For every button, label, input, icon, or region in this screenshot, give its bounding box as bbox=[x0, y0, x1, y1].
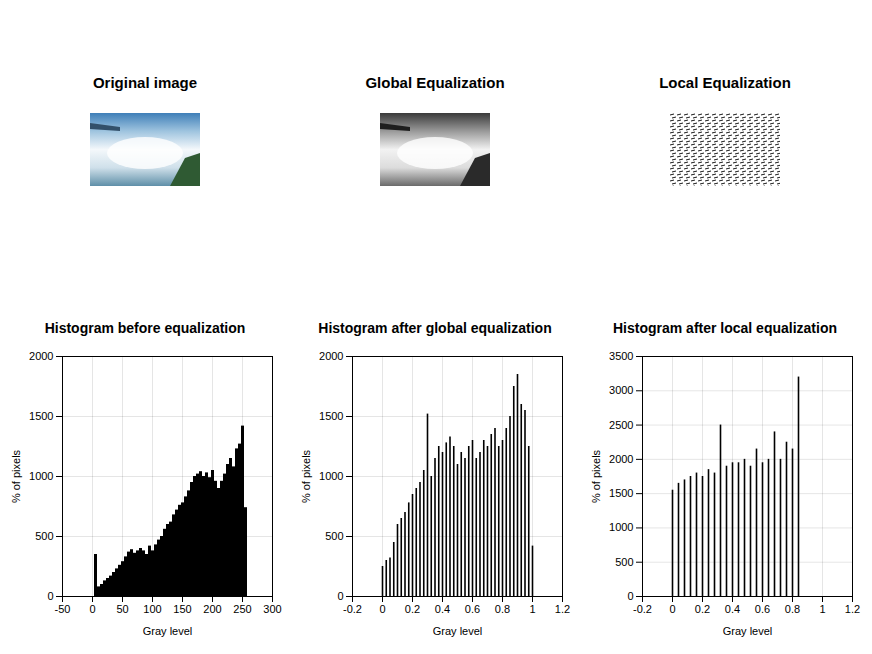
svg-text:0.6: 0.6 bbox=[755, 603, 770, 615]
svg-text:Gray level: Gray level bbox=[433, 625, 483, 637]
html-text:Global Equalization: Global Equalization bbox=[365, 74, 505, 91]
svg-text:Gray level: Gray level bbox=[143, 625, 193, 637]
svg-text:100: 100 bbox=[143, 603, 161, 615]
svg-text:0.6: 0.6 bbox=[465, 603, 480, 615]
html-text:Histogram after local equaliza: Histogram after local equalization bbox=[613, 320, 837, 336]
svg-text:1.2: 1.2 bbox=[555, 603, 570, 615]
svg-text:% of pixels: % of pixels bbox=[590, 449, 602, 503]
svg-text:1.2: 1.2 bbox=[845, 603, 860, 615]
svg-text:% of pixels: % of pixels bbox=[10, 449, 22, 503]
svg-text:3000: 3000 bbox=[609, 384, 633, 396]
svg-text:300: 300 bbox=[263, 603, 281, 615]
svg-text:0: 0 bbox=[337, 590, 343, 602]
svg-text:0: 0 bbox=[379, 603, 385, 615]
svg-text:0.8: 0.8 bbox=[785, 603, 800, 615]
svg-text:-0.2: -0.2 bbox=[343, 603, 362, 615]
svg-text:0.4: 0.4 bbox=[435, 603, 450, 615]
svg-text:0: 0 bbox=[89, 603, 95, 615]
svg-text:500: 500 bbox=[615, 556, 633, 568]
svg-text:0.2: 0.2 bbox=[695, 603, 710, 615]
svg-text:500: 500 bbox=[35, 530, 53, 542]
svg-text:0: 0 bbox=[627, 590, 633, 602]
html-text:Original image: Original image bbox=[92, 74, 198, 91]
svg-text:1: 1 bbox=[819, 603, 825, 615]
svg-text:1500: 1500 bbox=[609, 487, 633, 499]
html-text:Local Equalization: Local Equalization bbox=[659, 74, 791, 91]
svg-text:1000: 1000 bbox=[319, 470, 343, 482]
svg-text:0.8: 0.8 bbox=[495, 603, 510, 615]
svg-text:% of pixels: % of pixels bbox=[300, 449, 312, 503]
svg-text:2000: 2000 bbox=[319, 350, 343, 362]
svg-text:0: 0 bbox=[47, 590, 53, 602]
svg-text:50: 50 bbox=[116, 603, 128, 615]
svg-text:2500: 2500 bbox=[609, 419, 633, 431]
svg-text:2000: 2000 bbox=[609, 453, 633, 465]
html-text:Histogram before equalization: Histogram before equalization bbox=[44, 320, 246, 336]
svg-text:200: 200 bbox=[203, 603, 221, 615]
svg-text:0.4: 0.4 bbox=[725, 603, 740, 615]
svg-text:1500: 1500 bbox=[29, 410, 53, 422]
svg-text:150: 150 bbox=[173, 603, 191, 615]
svg-text:-50: -50 bbox=[55, 603, 71, 615]
svg-text:0: 0 bbox=[669, 603, 675, 615]
svg-text:-0.2: -0.2 bbox=[633, 603, 652, 615]
svg-text:250: 250 bbox=[233, 603, 251, 615]
svg-text:500: 500 bbox=[325, 530, 343, 542]
html-text:Histogram after global equaliz: Histogram after global equalization bbox=[318, 320, 552, 336]
svg-text:2000: 2000 bbox=[29, 350, 53, 362]
svg-text:3500: 3500 bbox=[609, 350, 633, 362]
svg-text:1000: 1000 bbox=[609, 521, 633, 533]
svg-text:0.2: 0.2 bbox=[405, 603, 420, 615]
svg-text:Gray level: Gray level bbox=[723, 625, 773, 637]
svg-text:1500: 1500 bbox=[319, 410, 343, 422]
svg-text:1: 1 bbox=[529, 603, 535, 615]
svg-text:1000: 1000 bbox=[29, 470, 53, 482]
